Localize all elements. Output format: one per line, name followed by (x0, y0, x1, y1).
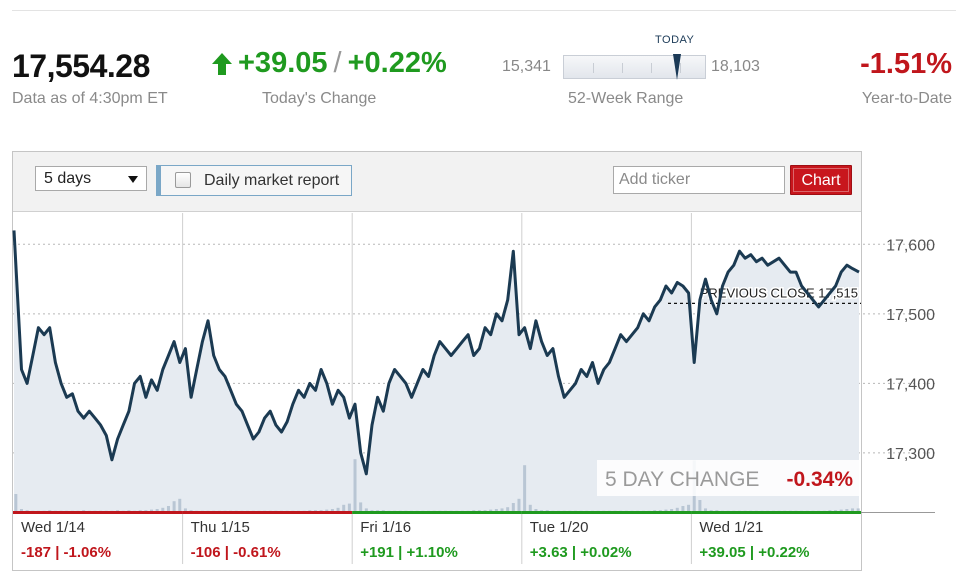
day-label: Tue 1/20 (530, 519, 589, 536)
chart-button[interactable]: Chart (790, 165, 852, 195)
day-change: +39.05 | +0.22% (699, 544, 809, 561)
y-tick-label: 17,600 (886, 237, 935, 254)
range-tick (593, 63, 594, 73)
five-day-change-label: 5 DAY CHANGE (605, 468, 759, 491)
caret-down-icon (128, 176, 138, 183)
volume-bar (839, 509, 843, 512)
up-arrow-icon (212, 52, 232, 75)
period-value: 5 days (44, 170, 92, 187)
five-day-change-box (597, 460, 861, 496)
change-separator: / (333, 47, 342, 79)
range-low: 15,341 (502, 58, 551, 75)
day-change: +191 | +1.10% (360, 544, 458, 561)
day-label: Wed 1/21 (699, 519, 763, 536)
daily-report-checkbox[interactable] (175, 172, 191, 188)
range-caption: 52-Week Range (568, 90, 684, 107)
volume-bar (172, 501, 176, 512)
y-tick-label: 17,400 (886, 376, 935, 393)
volume-bar (325, 509, 329, 512)
day-change: +3.63 | +0.02% (530, 544, 632, 561)
volume-bar (150, 509, 154, 512)
volume-bar (534, 509, 538, 512)
volume-bar (489, 509, 493, 512)
day-baseline (521, 511, 692, 514)
volume-bar (670, 509, 674, 512)
change-percent: +0.22% (347, 47, 447, 79)
volume-bar (664, 509, 668, 512)
day-baseline (691, 511, 861, 514)
volume-bar (336, 507, 340, 512)
volume-bar (330, 509, 334, 512)
day-change: -187 | -1.06% (21, 544, 111, 561)
volume-bar (178, 498, 182, 512)
daily-report-toggle[interactable]: Daily market report (156, 165, 352, 196)
day-change: -106 | -0.61% (191, 544, 281, 561)
five-day-change-value: -0.34% (786, 468, 853, 491)
volume-bar (353, 459, 357, 512)
volume-bar (681, 506, 685, 512)
range-tick (622, 63, 623, 73)
volume-bar (856, 508, 860, 512)
volume-bar (14, 494, 18, 512)
y-tick-label: 17,300 (886, 446, 935, 463)
ytd-caption: Year-to-Date (861, 90, 952, 107)
range-bar (563, 54, 706, 80)
volume-bar (19, 509, 23, 512)
price-area (14, 230, 859, 512)
previous-close-label: PREVIOUS CLOSE 17,515 (700, 285, 858, 300)
day-baseline (352, 511, 522, 514)
volume-bar (511, 503, 515, 512)
top-divider (12, 10, 956, 11)
volume-bar (517, 498, 521, 512)
volume-bar (364, 508, 368, 512)
add-ticker-input[interactable] (613, 166, 785, 194)
range-high: 18,103 (711, 58, 760, 75)
volume-bar (161, 507, 165, 512)
price-line (12, 230, 860, 476)
volume-bar (851, 508, 855, 512)
volume-bar (166, 506, 170, 512)
volume-bar (506, 507, 510, 512)
volume-bar (359, 502, 363, 512)
price-timestamp: Data as of 4:30pm ET (12, 90, 168, 107)
volume-bar (698, 500, 702, 512)
volume-bar (494, 509, 498, 512)
volume-bar (342, 504, 346, 512)
change-caption: Today's Change (262, 90, 377, 107)
volume-bar (347, 503, 351, 512)
volume-bar (500, 508, 504, 512)
volume-bar (675, 507, 679, 512)
chart-panel (12, 151, 862, 571)
volume-bar (687, 504, 691, 512)
today-marker (672, 54, 681, 80)
day-label: Wed 1/14 (21, 519, 85, 536)
todays-change: +39.05 / +0.22% (212, 47, 447, 80)
volume-bar (528, 504, 532, 512)
day-baseline (182, 511, 353, 514)
daily-report-label: Daily market report (204, 172, 340, 189)
day-baseline (13, 511, 183, 514)
period-select[interactable]: 5 days (35, 166, 147, 191)
volume-bar (155, 509, 159, 512)
today-marker-label: TODAY (655, 34, 695, 46)
volume-bar (523, 465, 527, 512)
volume-bar (704, 508, 708, 512)
change-points: +39.05 (238, 47, 328, 79)
volume-bar (183, 508, 187, 512)
index-price: 17,554.28 (12, 48, 150, 84)
volume-bar (845, 509, 849, 512)
ytd-change: -1.51% (860, 48, 952, 80)
y-tick-label: 17,500 (886, 307, 935, 324)
day-label: Thu 1/15 (191, 519, 250, 536)
range-tick (651, 63, 652, 73)
day-label: Fri 1/16 (360, 519, 411, 536)
